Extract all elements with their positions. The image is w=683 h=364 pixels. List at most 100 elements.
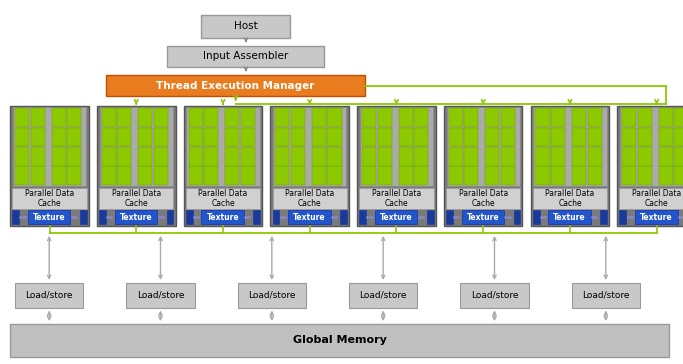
Bar — [414, 147, 428, 166]
Bar — [535, 166, 550, 185]
Text: Texture: Texture — [553, 213, 586, 222]
Bar — [117, 108, 132, 127]
Bar — [288, 210, 331, 224]
Bar — [28, 210, 70, 224]
Bar — [225, 108, 239, 127]
Bar — [327, 166, 342, 185]
Bar — [52, 127, 66, 146]
Text: Parallel Data
Cache: Parallel Data Cache — [111, 189, 161, 208]
Bar — [462, 210, 504, 224]
Text: Parallel Data
Cache: Parallel Data Cache — [545, 189, 595, 208]
Bar — [638, 166, 652, 185]
Bar — [240, 108, 255, 127]
Bar — [312, 108, 326, 127]
Bar — [52, 147, 66, 166]
Bar — [658, 108, 673, 127]
Bar — [312, 147, 326, 166]
Bar — [349, 283, 417, 308]
Bar — [399, 108, 413, 127]
Bar — [551, 166, 566, 185]
Bar — [12, 188, 87, 209]
Bar — [225, 166, 239, 185]
Bar — [291, 147, 305, 166]
Bar — [225, 127, 239, 146]
Bar — [674, 166, 683, 185]
Bar — [80, 210, 87, 224]
Bar — [535, 108, 550, 127]
Bar — [533, 107, 607, 186]
Bar — [375, 210, 417, 224]
Bar — [572, 127, 586, 146]
Bar — [102, 166, 116, 185]
Bar — [106, 75, 365, 96]
Bar — [15, 283, 83, 308]
Bar — [327, 127, 342, 146]
Text: Texture: Texture — [206, 213, 239, 222]
Bar — [619, 210, 626, 224]
Bar — [138, 108, 152, 127]
Bar — [446, 210, 453, 224]
Bar — [449, 127, 463, 146]
Bar — [189, 127, 203, 146]
Bar — [12, 210, 19, 224]
Bar — [449, 108, 463, 127]
Bar — [619, 188, 683, 209]
Bar — [154, 108, 168, 127]
Bar — [291, 166, 305, 185]
Bar — [362, 166, 376, 185]
Bar — [414, 127, 428, 146]
Bar — [31, 127, 45, 146]
Bar — [126, 283, 195, 308]
Bar — [240, 166, 255, 185]
Bar — [548, 210, 591, 224]
Bar — [273, 188, 347, 209]
Bar — [399, 127, 413, 146]
Bar — [184, 106, 262, 226]
Bar — [485, 147, 499, 166]
Bar — [270, 106, 349, 226]
Bar — [360, 107, 433, 186]
Bar — [186, 107, 260, 186]
Bar — [464, 147, 479, 166]
Text: Thread Execution Manager: Thread Execution Manager — [156, 80, 315, 91]
Bar — [67, 108, 81, 127]
Bar — [449, 166, 463, 185]
Bar — [138, 147, 152, 166]
Bar — [551, 127, 566, 146]
Bar — [357, 106, 436, 226]
Bar — [99, 188, 173, 209]
Bar — [622, 166, 637, 185]
Bar — [362, 127, 376, 146]
Bar — [535, 127, 550, 146]
Bar — [378, 166, 392, 185]
Bar — [674, 108, 683, 127]
Bar — [587, 166, 602, 185]
Bar — [572, 166, 586, 185]
Bar — [291, 108, 305, 127]
Text: Texture: Texture — [380, 213, 413, 222]
Bar — [362, 147, 376, 166]
Bar — [189, 147, 203, 166]
Bar — [186, 188, 260, 209]
Text: Parallel Data
Cache: Parallel Data Cache — [372, 189, 421, 208]
Text: Parallel Data
Cache: Parallel Data Cache — [198, 189, 248, 208]
Text: Global Memory: Global Memory — [293, 335, 387, 345]
Bar — [204, 166, 219, 185]
Bar — [444, 106, 522, 226]
Bar — [399, 166, 413, 185]
Bar — [291, 127, 305, 146]
Bar — [446, 188, 520, 209]
Bar — [10, 106, 89, 226]
Bar — [531, 106, 609, 226]
Bar — [427, 210, 434, 224]
Bar — [138, 127, 152, 146]
Bar — [485, 127, 499, 146]
Bar — [10, 324, 669, 357]
Bar — [514, 210, 520, 224]
Bar — [99, 210, 106, 224]
Bar — [15, 127, 29, 146]
Bar — [102, 108, 116, 127]
Bar — [533, 210, 540, 224]
Bar — [275, 166, 290, 185]
Bar — [167, 46, 324, 67]
